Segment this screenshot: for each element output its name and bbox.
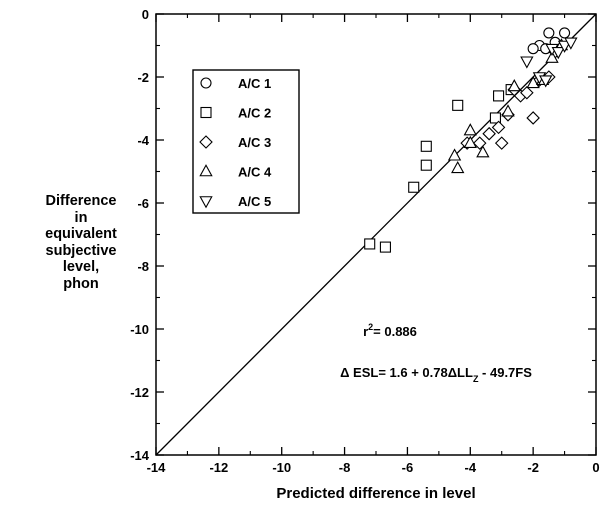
legend-marker (200, 77, 212, 89)
y-axis-label-line: equivalent (45, 226, 117, 242)
y-axis-label-line: level, (62, 259, 100, 275)
x-tick-label: -8 (339, 460, 351, 475)
y-tick-label: -10 (130, 322, 149, 337)
legend-entry-label: A/C 1 (238, 76, 271, 91)
legend-marker (199, 196, 213, 209)
y-axis-label: Difference in equivalent subjective leve… (0, 193, 162, 292)
data-point (476, 145, 490, 158)
data-point (447, 148, 462, 161)
data-point (494, 136, 509, 150)
data-point (463, 135, 477, 148)
data-point (491, 120, 506, 135)
data-point (543, 27, 555, 39)
x-tick-label: -14 (147, 460, 167, 475)
regression-equation: Δ ESL= 1.6 + 0.78ΔLLZ - 49.7FS (340, 365, 532, 384)
data-point (379, 241, 391, 253)
data-point (545, 50, 559, 63)
x-tick-label: -10 (272, 460, 291, 475)
legend-entry-label: A/C 4 (238, 165, 272, 180)
data-point (452, 99, 464, 111)
data-point (451, 160, 465, 174)
legend-marker (199, 135, 213, 149)
x-tick-label: -12 (209, 460, 228, 475)
y-tick-label: -12 (130, 385, 149, 400)
y-tick-label: -8 (137, 259, 149, 274)
legend-entry-label: A/C 2 (238, 106, 271, 121)
data-point (420, 159, 432, 171)
data-point (557, 40, 572, 53)
r-squared-annotation: r2= 0.886 (363, 322, 417, 339)
data-point (501, 104, 515, 117)
legend-marker (200, 106, 212, 119)
data-point (559, 27, 571, 39)
y-tick-label: -6 (137, 196, 149, 211)
data-point (364, 238, 376, 250)
y-axis-label-line: in (74, 209, 88, 226)
legend-entry-label: A/C 5 (238, 194, 271, 209)
x-tick-label: -2 (527, 460, 539, 475)
data-point (551, 46, 565, 60)
data-point (463, 123, 477, 136)
y-axis-label-line: Difference (45, 193, 117, 209)
x-tick-label: -6 (402, 460, 414, 475)
y-tick-label: -2 (137, 70, 149, 85)
data-point (527, 43, 539, 55)
data-point (489, 112, 501, 124)
legend-marker (199, 164, 213, 177)
data-point (507, 79, 521, 92)
y-tick-label: -14 (130, 448, 150, 463)
x-tick-label: 0 (592, 460, 599, 475)
data-point (520, 85, 534, 100)
data-point (493, 90, 505, 102)
y-axis-label-line: subjective (45, 242, 117, 259)
x-tick-label: -4 (465, 460, 477, 475)
reference-line (155, 13, 597, 456)
data-point (420, 140, 432, 152)
y-tick-label: -4 (137, 133, 149, 148)
data-point (520, 56, 534, 69)
y-axis-label-line: phon (63, 275, 99, 292)
data-point (482, 126, 496, 141)
y-tick-label: 0 (142, 7, 149, 22)
data-point (408, 181, 420, 193)
data-point (539, 75, 553, 88)
legend: A/C 1 A/C 2 A/C 3 A/C 4 A/C 5 (192, 69, 300, 214)
data-point (526, 111, 540, 125)
legend-entry-label: A/C 3 (238, 135, 271, 150)
x-axis-label: Predicted difference in level (276, 485, 475, 502)
data-point (564, 37, 578, 50)
